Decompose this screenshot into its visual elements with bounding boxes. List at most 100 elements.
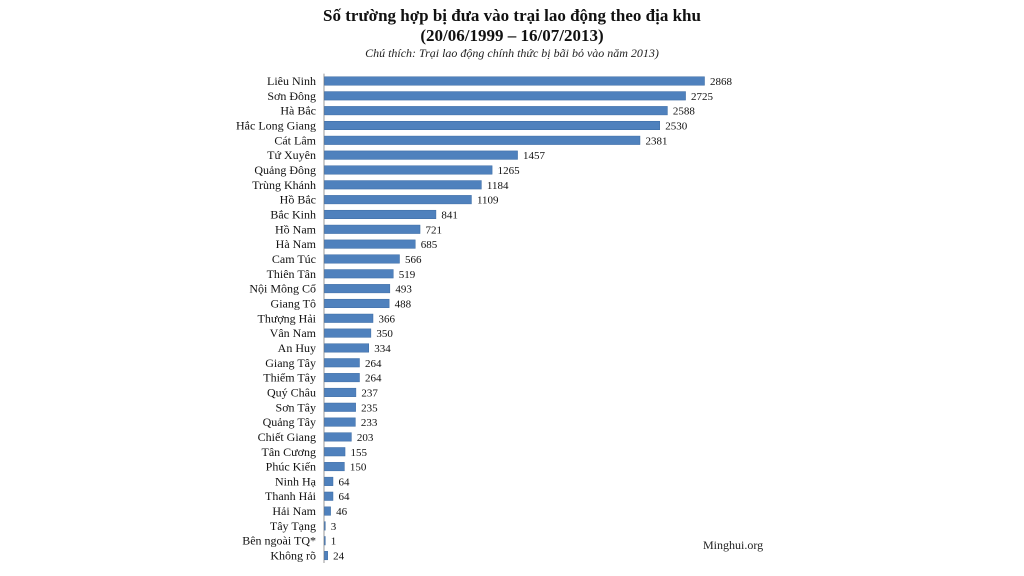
category-label: Hà Nam [276,237,317,251]
bar [324,91,686,101]
bar [324,536,326,546]
chart-title: Số trường hợp bị đưa vào trại lao động t… [323,6,701,25]
value-label: 488 [395,298,412,310]
value-label: 2381 [645,135,667,147]
bar [324,432,352,442]
category-label: Hồ Nam [275,222,317,236]
bar [324,195,472,205]
value-label: 64 [338,476,350,488]
value-label: 46 [336,506,348,518]
value-label: 203 [357,432,374,444]
bar [324,209,437,219]
value-label: 841 [441,209,458,221]
bar [324,150,518,160]
category-label: Tây Tạng [270,519,316,533]
value-label: 493 [395,284,412,296]
bar [324,239,416,249]
category-label: Chiết Giang [258,430,316,444]
bar [324,106,668,116]
value-label: 237 [361,387,378,399]
category-label: Tứ Xuyên [267,148,316,162]
bar [324,76,705,86]
bar [324,165,493,175]
value-label: 685 [421,239,438,251]
category-label: Bắc Kinh [270,207,316,221]
category-label: Nội Mông Cổ [249,282,316,296]
bar [324,373,360,383]
chart-date-range: (20/06/1999 – 16/07/2013) [420,26,604,45]
bar [324,180,482,190]
bar [324,417,356,427]
category-label: Ninh Hạ [275,474,317,488]
bar [324,313,374,323]
category-label: Sơn Đông [267,89,316,103]
category-label: Thiểm Tây [263,371,316,385]
value-label: 334 [374,343,391,355]
category-label: An Huy [278,341,316,355]
value-label: 1 [331,536,337,548]
value-label: 1184 [487,180,509,192]
category-label: Cát Lâm [274,133,316,147]
bar [324,120,660,130]
category-label: Liêu Ninh [267,74,316,88]
category-label: Vân Nam [270,326,317,340]
source-credit: Minghui.org [703,538,764,552]
bar [324,551,328,561]
bar [324,447,346,457]
bar [324,476,334,486]
bar [324,135,641,145]
value-label: 1457 [523,150,546,162]
value-label: 2725 [691,91,714,103]
bar [324,284,391,294]
category-label: Hà Bắc [280,104,316,118]
category-label: Sơn Tây [276,400,316,414]
bar [324,387,357,397]
category-label: Tân Cương [261,445,316,459]
value-label: 233 [361,417,378,429]
bar [324,462,345,472]
category-label: Thượng Hải [257,311,316,325]
category-label: Hồ Bắc [280,193,316,207]
bar [324,224,421,234]
category-label: Hải Nam [272,504,316,518]
value-label: 155 [351,447,368,459]
category-label: Giang Tô [271,296,316,310]
value-label: 721 [426,224,443,236]
category-label: Trùng Khánh [252,178,316,192]
value-label: 24 [333,551,345,563]
category-label: Quảng Tây [263,415,316,429]
chart-note: Chú thích: Trại lao động chính thức bị b… [365,46,659,60]
bar [324,358,360,368]
value-label: 366 [378,313,395,325]
category-label: Giang Tây [265,356,316,370]
value-label: 235 [361,402,378,414]
category-label: Cam Túc [272,252,316,266]
value-label: 3 [331,521,337,533]
bar [324,328,372,338]
value-label: 64 [338,491,350,503]
value-label: 1265 [498,165,521,177]
value-label: 2588 [673,106,696,118]
value-label: 2530 [665,120,688,132]
value-label: 566 [405,254,422,266]
category-label: Thiên Tân [267,267,316,281]
category-label: Không rõ [270,549,316,563]
bar [324,491,334,501]
category-label: Hắc Long Giang [236,118,316,132]
category-label: Thanh Hải [265,489,317,503]
category-label: Quảng Đông [254,163,316,177]
bar [324,269,394,279]
value-label: 350 [376,328,393,340]
bar [324,506,331,516]
category-label: Phúc Kiến [266,460,316,474]
value-label: 150 [350,462,367,474]
bar [324,298,390,308]
value-label: 264 [365,373,382,385]
bar [324,343,370,353]
value-label: 1109 [477,195,499,207]
value-label: 519 [399,269,416,281]
bar [324,521,326,531]
category-label: Quý Châu [267,385,316,399]
